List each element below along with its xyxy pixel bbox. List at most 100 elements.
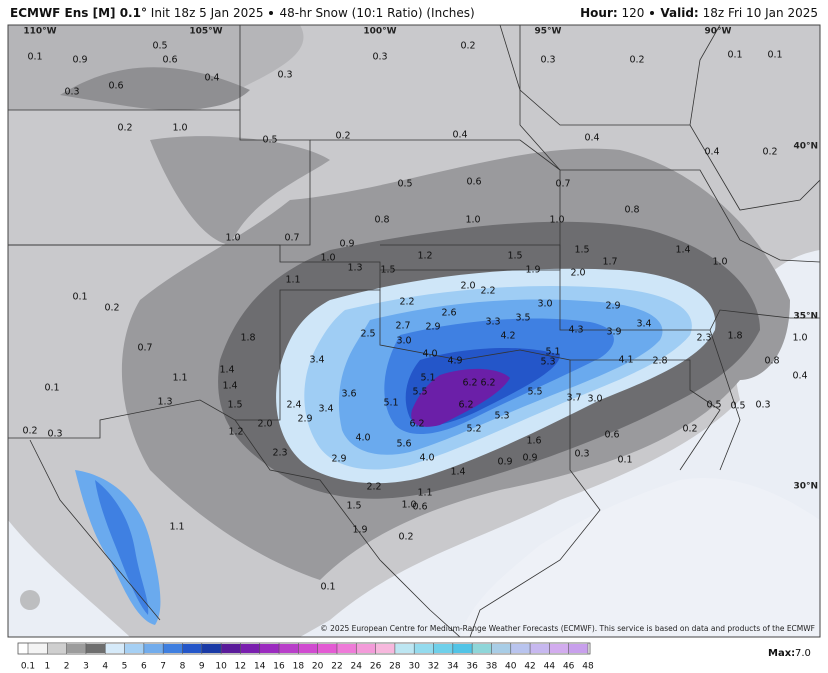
colorbar-swatch [240,644,260,653]
snow-blue-mountains [95,480,149,615]
snow-value-label: 5.3 [540,357,555,368]
snow-value-label: 0.5 [706,400,721,411]
latitude-label: 40°N [793,142,818,152]
colorbar-label: 20 [312,662,324,672]
snow-value-label: 4.0 [419,453,434,464]
snow-value-label: 2.6 [441,308,456,319]
snow-value-label: 2.2 [366,482,381,493]
colorbar-swatch [510,644,531,653]
snow-value-label: 1.1 [172,373,187,384]
snow-value-label: 1.4 [675,245,690,256]
colorbar-swatch [66,644,86,653]
colorbar-swatch [394,644,415,653]
colorbar-swatch [298,644,318,653]
snow-value-label: 5.1 [545,347,560,358]
colorbar-label: 38 [486,662,498,672]
snow-value-label: 2.9 [297,414,312,425]
snow-value-label: 5.1 [383,398,398,409]
snow-value-label: 3.0 [396,336,411,347]
colorbar-label: 10 [215,662,227,672]
snow-value-label: 0.2 [104,303,119,314]
snow-value-label: 6.2 [480,378,495,389]
snow-value-label: 0.2 [629,55,644,66]
snow-value-label: 0.9 [339,239,354,250]
snow-field [8,25,820,637]
colorbar-label: 0.1 [21,662,35,672]
snow-value-label: 3.3 [485,317,500,328]
snow-value-label: 1.0 [172,123,187,134]
colorbar-swatch [182,644,202,653]
snow-value-label: 1.0 [320,253,335,264]
colorbar-label: 2 [64,662,70,672]
colorbar-swatch [568,644,588,653]
borders [8,25,820,637]
snow-value-label: 3.0 [537,299,552,310]
colorbar-label: 32 [428,662,439,672]
snow-value-label: 2.2 [480,286,495,297]
longitude-label: 100°W [363,27,396,37]
snow-value-label: 0.1 [72,292,87,303]
snow-value-label: 1.5 [346,501,361,512]
snow-value-label: 1.0 [225,233,240,244]
snow-value-label: 1.5 [574,245,589,256]
snow-value-label: 0.2 [398,532,413,543]
copyright: © 2025 European Centre for Medium-Range … [320,624,815,633]
snow-value-label: 3.9 [606,327,621,338]
snow-value-label: 0.6 [604,430,619,441]
snow-value-label: 0.5 [262,135,277,146]
snow-value-label: 1.1 [417,488,432,499]
init: Init 18z 5 Jan 2025 [150,5,264,20]
separator [269,11,274,15]
snow-value-label: 0.5 [397,179,412,190]
snow-value-label: 6.2 [462,378,477,389]
snow-value-label: 1.5 [507,251,522,262]
colorbar-swatch [28,644,48,653]
snow-value-label: 4.2 [500,331,515,342]
hour-label: Hour: [580,5,618,20]
snow-value-label: 6.2 [458,400,473,411]
snow-value-label: 1.9 [352,525,367,536]
snow-value-label: 0.6 [162,55,177,66]
colorbar-label: 34 [447,662,459,672]
snow-value-label: 1.0 [792,333,807,344]
snow-value-label: 0.3 [755,400,770,411]
snow-value-label: 0.2 [682,424,697,435]
snow-value-label: 0.9 [497,457,512,468]
snow-value-label: 0.5 [152,41,167,52]
colorbar-swatch [85,644,106,653]
snow-value-label: 2.0 [460,281,475,292]
colorbar-swatch [530,644,550,653]
colorbar-label: 16 [273,662,285,672]
snow-value-label: 2.3 [272,448,287,459]
latitude-label: 35°N [793,312,818,322]
snow-value-label: 0.6 [108,81,123,92]
colorbar-swatch [143,644,164,653]
snow-value-label: 1.4 [222,381,237,392]
no-snow [460,478,820,637]
title-right: Hour: 120 Valid: 18z Fri 10 Jan 2025 [580,6,818,20]
colorbar-swatch [336,644,357,653]
snow-value-label: 2.0 [257,419,272,430]
colorbar-swatch [201,644,222,653]
snow-value-label: 0.1 [320,582,335,593]
colorbar-swatch [221,644,241,653]
snow-value-label: 5.6 [396,439,411,450]
snow-value-label: 0.6 [466,177,481,188]
snow-value-label: 0.2 [762,147,777,158]
snow-value-label: 0.7 [284,233,299,244]
longitude-label: 95°W [535,27,562,37]
snow-value-label: 3.7 [566,393,581,404]
snow-value-label: 4.0 [355,433,370,444]
snow-value-label: 0.9 [522,453,537,464]
snow-value-label: 0.3 [540,55,555,66]
snow-value-label: 2.2 [399,297,414,308]
snow-value-label: 1.9 [525,265,540,276]
snow-value-label: 0.2 [335,131,350,142]
snow [60,67,250,110]
snow-value-label: 0.6 [412,502,427,513]
snow-value-label: 0.4 [792,371,807,382]
colorbar-swatch [105,644,125,653]
colorbar-label: 30 [408,662,420,672]
snow-value-label: 5.2 [466,424,481,435]
